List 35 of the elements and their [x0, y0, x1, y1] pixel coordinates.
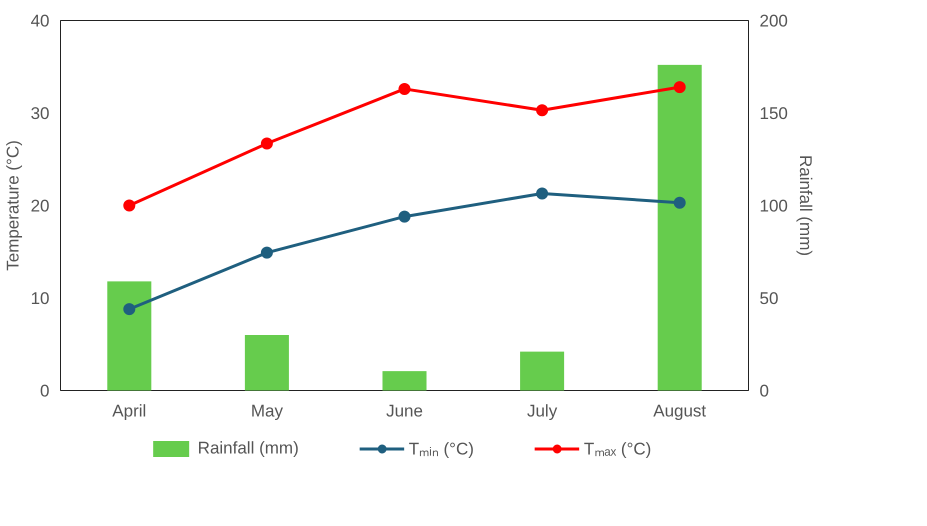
x-tick-label: June: [386, 402, 423, 420]
legend-label: Tₘₐₓ (°C): [584, 438, 652, 460]
legend-label: Tₘᵢₙ (°C): [408, 438, 474, 460]
point: [674, 81, 686, 94]
bar: [382, 371, 427, 390]
y-tick-label: 10: [30, 289, 50, 308]
point: [123, 303, 136, 316]
legend-label: Rainfall (mm): [198, 438, 299, 458]
point: [398, 82, 410, 95]
point: [260, 138, 273, 150]
bar: [244, 335, 289, 390]
point: [260, 246, 273, 259]
bar: [658, 64, 702, 390]
y2-tick-label: 0: [760, 382, 769, 400]
bar: [520, 352, 564, 390]
point: [123, 200, 136, 212]
x-tick-label: August: [653, 402, 706, 420]
y-tick-label: 0: [40, 382, 50, 400]
y-tick-label: 20: [30, 196, 50, 216]
y-axis-title: Temperature (°C): [4, 140, 23, 271]
x-tick-label: July: [526, 402, 558, 420]
point: [674, 196, 686, 209]
y2-tick-label: 100: [760, 196, 788, 216]
y-tick-label: 30: [30, 104, 50, 123]
y-tick-label: 40: [30, 12, 50, 30]
x-tick-label: May: [250, 402, 284, 420]
point: [398, 210, 410, 223]
point: [536, 187, 548, 200]
y2-tick-label: 150: [760, 104, 788, 123]
y2-tick-label: 50: [760, 289, 778, 308]
point: [536, 104, 548, 116]
x-tick-label: April: [112, 402, 146, 420]
y2-axis-title: Rainfall (mm): [796, 154, 815, 256]
bar: [107, 281, 152, 390]
y2-tick-label: 200: [760, 12, 788, 30]
